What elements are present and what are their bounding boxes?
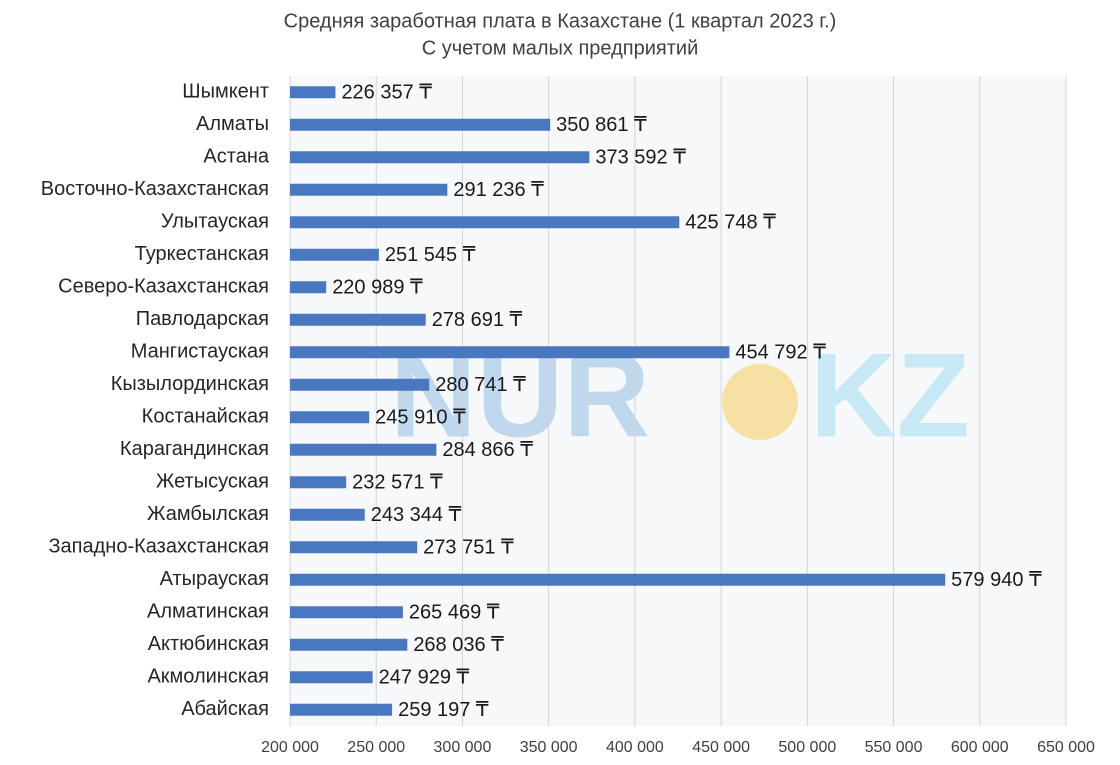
y-tick-label: Улытауская [161, 211, 269, 233]
data-label: 251 545 ₸ [385, 244, 476, 266]
y-tick-label: Актюбинская [148, 633, 269, 655]
bar [290, 183, 448, 196]
y-tick-label: Восточно-Казахстанская [41, 178, 269, 200]
y-tick-label: Жетысуская [156, 471, 269, 493]
data-label: 278 691 ₸ [432, 309, 523, 331]
x-tick-label: 250 000 [347, 739, 405, 756]
watermark-sun [722, 364, 798, 440]
bar [290, 313, 426, 326]
y-tick-label: Кызылординская [111, 373, 269, 395]
watermark: KZ [810, 329, 970, 463]
data-label: 220 989 ₸ [332, 277, 423, 299]
data-label: 226 357 ₸ [341, 82, 432, 104]
data-label: 291 236 ₸ [453, 179, 544, 201]
bar [290, 86, 336, 99]
data-label: 284 866 ₸ [442, 439, 533, 461]
bar [290, 703, 393, 716]
bar [290, 216, 680, 229]
x-tick-label: 350 000 [520, 739, 578, 756]
y-tick-label: Астана [203, 146, 269, 168]
bar [290, 411, 370, 424]
data-label: 280 741 ₸ [435, 374, 526, 396]
data-label: 425 748 ₸ [685, 212, 776, 234]
y-tick-label: Западно-Казахстанская [48, 536, 269, 558]
y-tick-label: Алматинская [147, 601, 269, 623]
y-tick-label: Алматы [196, 113, 269, 135]
x-tick-label: 400 000 [606, 739, 664, 756]
bar [290, 378, 430, 391]
data-label: 245 910 ₸ [375, 407, 466, 429]
data-label: 268 036 ₸ [413, 634, 504, 656]
x-tick-label: 550 000 [865, 739, 923, 756]
x-tick-label: 500 000 [778, 739, 836, 756]
bar [290, 573, 946, 586]
y-tick-label: Северо-Казахстанская [58, 276, 269, 298]
bar [290, 118, 551, 131]
x-tick-label: 200 000 [261, 739, 319, 756]
bar [290, 151, 590, 164]
data-label: 350 861 ₸ [556, 114, 647, 136]
y-tick-label: Абайская [181, 698, 269, 720]
y-tick-label: Жамбылская [147, 503, 269, 525]
bar [290, 281, 327, 294]
y-tick-label: Карагандинская [120, 438, 269, 460]
y-tick-label: Атырауская [160, 568, 269, 590]
bar [290, 671, 373, 684]
data-label: 259 197 ₸ [398, 699, 489, 721]
bar [290, 476, 347, 489]
bar [290, 638, 408, 651]
data-label: 579 940 ₸ [951, 569, 1042, 591]
bar [290, 443, 437, 456]
y-tick-label: Акмолинская [147, 666, 269, 688]
data-label: 454 792 ₸ [735, 342, 826, 364]
data-label: 373 592 ₸ [595, 147, 686, 169]
data-label: 232 571 ₸ [352, 472, 443, 494]
bar [290, 248, 379, 261]
y-tick-label: Костанайская [142, 406, 269, 428]
y-tick-label: Павлодарская [136, 308, 269, 330]
bar [290, 606, 403, 619]
data-label: 265 469 ₸ [409, 602, 500, 624]
bar [290, 541, 418, 554]
y-tick-label: Туркестанская [135, 243, 269, 265]
bar [290, 346, 730, 359]
x-tick-label: 450 000 [692, 739, 750, 756]
x-tick-label: 300 000 [434, 739, 492, 756]
x-tick-label: 650 000 [1037, 739, 1095, 756]
data-label: 243 344 ₸ [371, 504, 462, 526]
bar [290, 508, 365, 521]
data-label: 247 929 ₸ [379, 667, 470, 689]
y-tick-label: Мангистауская [131, 341, 269, 363]
chart-subtitle: С учетом малых предприятий [422, 37, 698, 59]
y-tick-label: Шымкент [182, 81, 269, 103]
chart-title: Средняя заработная плата в Казахстане (1… [284, 10, 837, 32]
x-tick-label: 600 000 [951, 739, 1009, 756]
data-label: 273 751 ₸ [423, 537, 514, 559]
